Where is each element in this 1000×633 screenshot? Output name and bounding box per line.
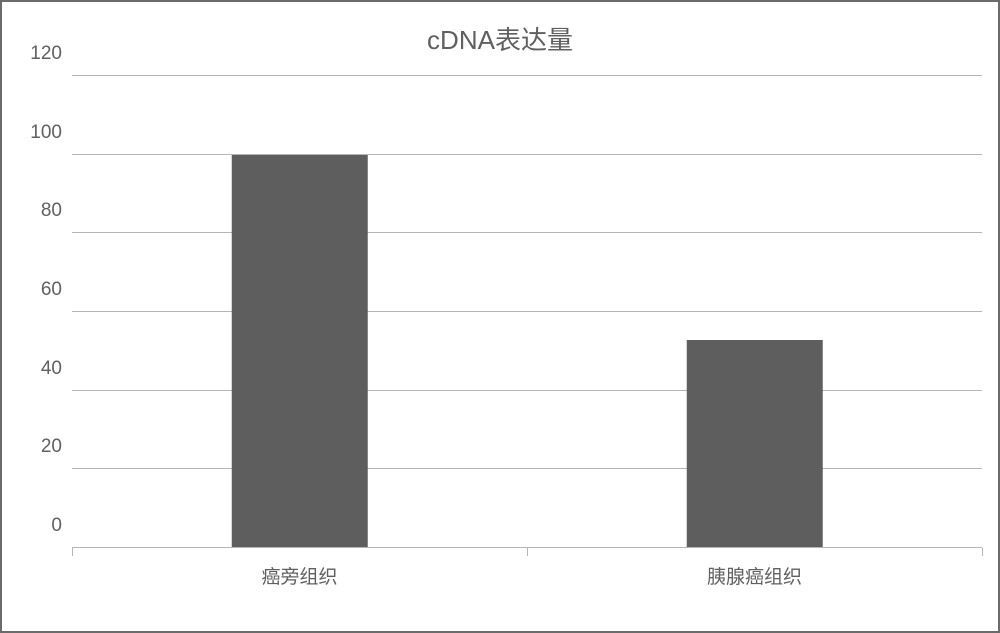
y-tick-label: 80 xyxy=(41,200,72,222)
category-tick xyxy=(72,548,73,556)
y-tick-label: 120 xyxy=(30,43,72,65)
y-tick-label: 0 xyxy=(51,515,72,537)
y-tick-label: 40 xyxy=(41,358,72,380)
bar-slot xyxy=(72,76,527,548)
y-tick-label: 100 xyxy=(30,122,72,144)
x-axis-label: 胰腺癌组织 xyxy=(527,562,982,589)
category-tick xyxy=(982,548,983,556)
chart-container: cDNA表达量 020406080100120 癌旁组织胰腺癌组织 xyxy=(0,0,1000,633)
category-tick xyxy=(527,548,528,556)
bar-slot xyxy=(527,76,982,548)
y-tick-label: 20 xyxy=(41,436,72,458)
chart-title: cDNA表达量 xyxy=(2,2,998,67)
plot-area: 020406080100120 xyxy=(72,76,982,548)
bar xyxy=(231,155,368,548)
x-axis-labels: 癌旁组织胰腺癌组织 xyxy=(72,562,982,589)
x-axis-label: 癌旁组织 xyxy=(72,562,527,589)
y-tick-label: 60 xyxy=(41,279,72,301)
bar xyxy=(686,340,823,548)
bars-group xyxy=(72,76,982,548)
